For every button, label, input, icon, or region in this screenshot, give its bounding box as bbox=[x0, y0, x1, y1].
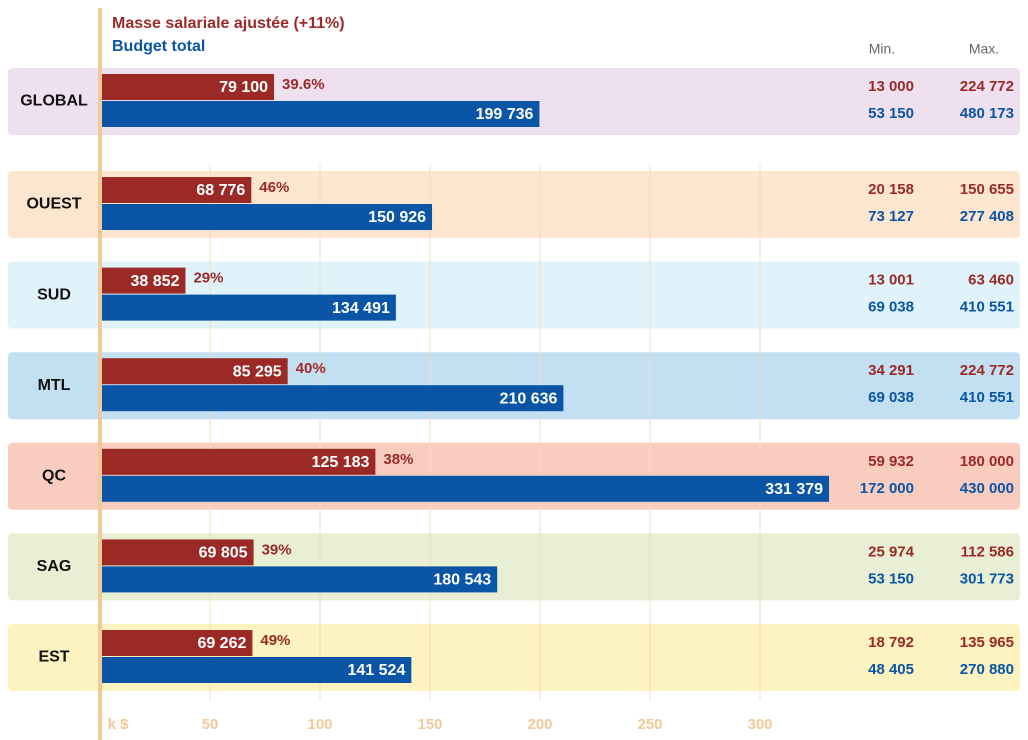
category-label: SAG bbox=[37, 558, 72, 575]
column-header: Min. bbox=[869, 41, 895, 57]
max-value: 430 000 bbox=[960, 480, 1014, 497]
value-label: 125 183 bbox=[312, 454, 370, 471]
value-label: 150 926 bbox=[368, 209, 426, 226]
min-value: 13 000 bbox=[868, 78, 914, 95]
bar bbox=[102, 566, 498, 593]
value-label: 79 100 bbox=[219, 79, 268, 96]
bar bbox=[102, 204, 433, 230]
category-label: OUEST bbox=[26, 196, 81, 213]
x-tick-label: 50 bbox=[202, 716, 219, 733]
max-value: 301 773 bbox=[960, 570, 1014, 587]
category-label: SUD bbox=[37, 286, 71, 303]
category-label: QC bbox=[42, 468, 66, 485]
value-label: 134 491 bbox=[332, 300, 390, 317]
max-value: 150 655 bbox=[960, 181, 1014, 198]
bar bbox=[102, 385, 564, 412]
max-value: 224 772 bbox=[960, 362, 1014, 379]
min-value: 73 127 bbox=[868, 208, 914, 225]
bar bbox=[102, 294, 396, 321]
bar bbox=[102, 448, 376, 475]
share-label: 29% bbox=[193, 270, 223, 287]
category-label: EST bbox=[38, 649, 69, 666]
value-label: 85 295 bbox=[233, 363, 282, 380]
min-value: 48 405 bbox=[868, 661, 914, 678]
bar bbox=[102, 657, 412, 683]
value-label: 68 776 bbox=[196, 182, 245, 199]
max-value: 410 551 bbox=[960, 299, 1014, 316]
value-label: 69 805 bbox=[199, 545, 248, 562]
x-tick-label: 100 bbox=[307, 716, 332, 733]
value-label: 199 736 bbox=[476, 106, 534, 123]
category-label: MTL bbox=[38, 377, 71, 394]
legend-entry: Budget total bbox=[112, 38, 205, 55]
value-label: 141 524 bbox=[348, 662, 406, 679]
max-value: 135 965 bbox=[960, 634, 1014, 651]
bar bbox=[102, 177, 252, 203]
share-label: 39.6% bbox=[282, 76, 325, 93]
bar bbox=[102, 101, 540, 127]
min-value: 25 974 bbox=[868, 543, 915, 560]
min-value: 69 038 bbox=[868, 389, 914, 406]
max-value: 112 586 bbox=[961, 543, 1014, 560]
max-value: 277 408 bbox=[960, 208, 1014, 225]
max-value: 224 772 bbox=[960, 78, 1014, 95]
min-value: 53 150 bbox=[868, 570, 914, 587]
share-label: 39% bbox=[262, 541, 292, 558]
share-label: 38% bbox=[383, 451, 413, 468]
bar bbox=[102, 475, 830, 502]
share-label: 49% bbox=[260, 632, 290, 649]
value-label: 210 636 bbox=[500, 390, 558, 407]
min-value: 53 150 bbox=[868, 105, 914, 122]
legend-entry: Masse salariale ajustée (+11%) bbox=[112, 15, 345, 32]
x-tick-label: k $ bbox=[108, 716, 130, 733]
value-label: 69 262 bbox=[197, 635, 246, 652]
max-value: 180 000 bbox=[960, 453, 1014, 470]
value-label: 38 852 bbox=[131, 273, 180, 290]
value-label: 180 543 bbox=[433, 572, 491, 589]
min-value: 13 001 bbox=[868, 272, 914, 289]
x-tick-label: 300 bbox=[747, 716, 772, 733]
max-value: 270 880 bbox=[960, 661, 1014, 678]
value-label: 331 379 bbox=[765, 481, 823, 498]
max-value: 480 173 bbox=[960, 105, 1014, 122]
bar bbox=[102, 358, 288, 385]
min-value: 69 038 bbox=[868, 299, 914, 316]
min-value: 172 000 bbox=[860, 480, 914, 497]
x-tick-label: 200 bbox=[527, 716, 552, 733]
min-value: 59 932 bbox=[868, 453, 914, 470]
min-value: 18 792 bbox=[868, 634, 914, 651]
max-value: 63 460 bbox=[968, 272, 1014, 289]
x-tick-label: 150 bbox=[417, 716, 442, 733]
bar bbox=[102, 539, 254, 566]
share-label: 40% bbox=[296, 360, 326, 377]
category-label: GLOBAL bbox=[20, 93, 88, 110]
share-label: 46% bbox=[259, 179, 289, 196]
min-value: 20 158 bbox=[868, 181, 914, 198]
bar bbox=[102, 267, 186, 294]
column-header: Max. bbox=[969, 41, 999, 57]
max-value: 410 551 bbox=[960, 389, 1014, 406]
x-tick-label: 250 bbox=[637, 716, 662, 733]
min-value: 34 291 bbox=[868, 362, 914, 379]
bar bbox=[102, 630, 253, 656]
bar bbox=[102, 74, 275, 100]
